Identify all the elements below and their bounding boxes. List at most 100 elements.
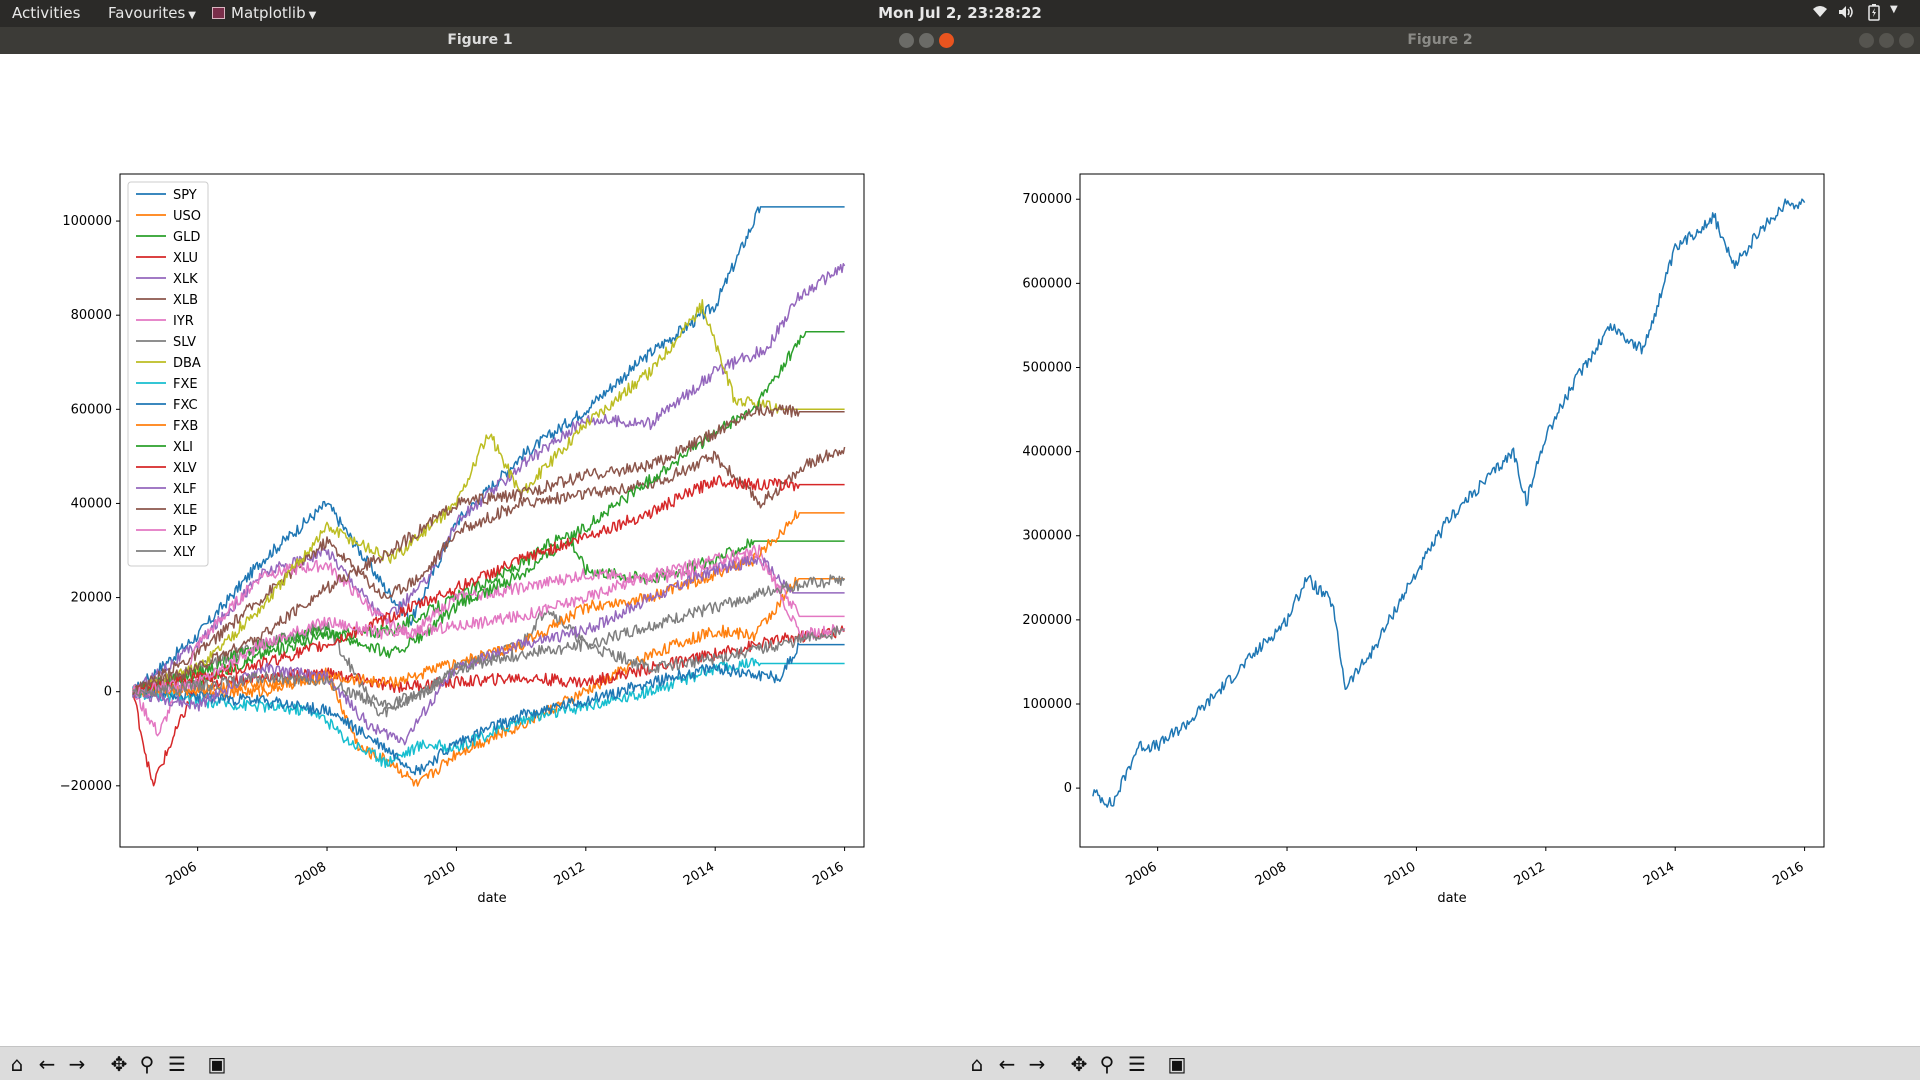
x-tick-label: 2008: [1253, 859, 1289, 889]
pan-icon[interactable]: ✥: [1070, 1052, 1088, 1076]
legend-label: SLV: [173, 335, 196, 350]
home-icon[interactable]: ⌂: [970, 1052, 984, 1076]
legend-label: DBA: [173, 356, 201, 371]
wifi-icon[interactable]: [1812, 4, 1828, 20]
legend-label: USO: [173, 209, 201, 224]
pan-icon[interactable]: ✥: [110, 1052, 128, 1076]
legend-label: XLF: [173, 482, 197, 497]
matplotlib-app-icon: [212, 7, 225, 19]
x-axis-label: date: [477, 891, 506, 906]
figure2-canvas[interactable]: 0 100000 200000 300000 400000 500000 600000 700…: [960, 54, 1920, 1046]
series-line-dba: [132, 299, 845, 695]
legend-label: FXB: [173, 419, 198, 434]
x-tick-label: 2006: [163, 859, 199, 889]
series-line-xle: [132, 404, 845, 696]
configure-subplots-icon[interactable]: ☰: [168, 1052, 186, 1076]
volume-icon[interactable]: [1838, 4, 1856, 20]
activities-button[interactable]: Activities: [12, 4, 81, 22]
minimize-icon[interactable]: [1859, 33, 1874, 48]
close-icon[interactable]: [1899, 33, 1914, 48]
x-tick-label: 2014: [681, 859, 717, 889]
legend-label: FXC: [173, 398, 198, 413]
x-tick-label: 2012: [552, 859, 588, 889]
maximize-icon[interactable]: [919, 33, 934, 48]
back-icon[interactable]: ←: [998, 1052, 1016, 1076]
legend-label: XLK: [173, 272, 198, 287]
y-tick-label: 80000: [71, 308, 112, 323]
figure1-chart: −20000 0 20000 40000 60000 80000 100000 2006 200…: [60, 173, 865, 906]
legend-label: SPY: [173, 188, 197, 203]
axes-frame: [1079, 173, 1825, 848]
legend-label: XLB: [173, 293, 198, 308]
series-line-portfolio: [1092, 198, 1806, 808]
top-bar: Activities Favourites ▼ Matplotlib ▼ Mon J…: [0, 0, 1920, 27]
save-icon[interactable]: ▣: [1167, 1052, 1187, 1076]
series-line-fxe: [132, 657, 845, 769]
y-tick-label: 400000: [1022, 445, 1072, 460]
legend-label: XLE: [173, 503, 197, 518]
app-menu[interactable]: Matplotlib ▼: [212, 4, 316, 22]
legend-label: XLY: [173, 545, 195, 560]
series-line-xlb: [132, 446, 846, 698]
x-tick-label: 2010: [422, 859, 458, 889]
y-tick-label: 60000: [71, 402, 112, 417]
clock[interactable]: Mon Jul 2, 23:28:22: [878, 4, 1042, 22]
minimize-icon[interactable]: [899, 33, 914, 48]
back-icon[interactable]: ←: [38, 1052, 56, 1076]
figure2-toolbar: ⌂ ← → ✥ ⚲ ☰ ▣: [960, 1046, 1920, 1080]
close-icon[interactable]: [939, 33, 954, 48]
chevron-down-icon: ▼: [308, 10, 317, 21]
home-icon[interactable]: ⌂: [10, 1052, 24, 1076]
forward-icon[interactable]: →: [68, 1052, 86, 1076]
figure1-titlebar[interactable]: Figure 1: [0, 27, 960, 54]
y-tick-label: 0: [104, 685, 112, 700]
x-axis-label: date: [1437, 891, 1466, 906]
legend-label: XLI: [173, 440, 193, 455]
power-menu-icon[interactable]: ▼: [1890, 4, 1898, 15]
axes-frame: [119, 173, 865, 848]
y-tick-label: 500000: [1022, 360, 1072, 375]
forward-icon[interactable]: →: [1028, 1052, 1046, 1076]
x-tick-label: 2012: [1512, 859, 1548, 889]
y-tick-label: 0: [1064, 781, 1072, 796]
figure2-titlebar[interactable]: Figure 2: [960, 27, 1920, 54]
save-icon[interactable]: ▣: [207, 1052, 227, 1076]
x-tick-label: 2006: [1123, 859, 1159, 889]
series-line-xlv: [132, 474, 845, 693]
app-menu-label: Matplotlib: [231, 4, 306, 22]
y-tick-label: 600000: [1022, 276, 1072, 291]
y-tick-label: 100000: [62, 214, 112, 229]
y-tick-label: 100000: [1022, 697, 1072, 712]
figure2-title: Figure 2: [1407, 32, 1473, 48]
y-tick-label: 300000: [1022, 529, 1072, 544]
y-tick-label: 40000: [71, 496, 112, 511]
legend-label: XLP: [173, 524, 197, 539]
figure1-canvas[interactable]: −20000 0 20000 40000 60000 80000 100000 2006 200…: [0, 54, 960, 1046]
y-tick-label: 200000: [1022, 613, 1072, 628]
legend-label: XLV: [173, 461, 197, 476]
x-tick-label: 2008: [293, 859, 329, 889]
zoom-icon[interactable]: ⚲: [1099, 1052, 1115, 1076]
chevron-down-icon: ▼: [188, 10, 196, 21]
configure-subplots-icon[interactable]: ☰: [1128, 1052, 1146, 1076]
y-tick-label: −20000: [60, 779, 112, 794]
x-tick-label: 2016: [1770, 859, 1806, 889]
legend-label: IYR: [173, 314, 194, 329]
x-tick-label: 2016: [810, 859, 846, 889]
figure2-chart: 0 100000 200000 300000 400000 500000 600000 700…: [1022, 173, 1825, 906]
maximize-icon[interactable]: [1879, 33, 1894, 48]
legend-label: FXE: [173, 377, 198, 392]
figure1-toolbar: ⌂ ← → ✥ ⚲ ☰ ▣: [0, 1046, 960, 1080]
legend-label: GLD: [173, 230, 200, 245]
favourites-label: Favourites: [108, 4, 186, 22]
favourites-menu[interactable]: Favourites ▼: [108, 4, 196, 22]
zoom-icon[interactable]: ⚲: [139, 1052, 155, 1076]
series-line-xlf: [132, 555, 845, 746]
x-tick-label: 2010: [1382, 859, 1418, 889]
series-line-xlp: [132, 544, 845, 697]
figure1-title: Figure 1: [447, 32, 513, 48]
battery-icon[interactable]: [1868, 4, 1880, 21]
series-line-xly: [132, 574, 846, 710]
y-tick-label: 700000: [1022, 192, 1072, 207]
series-line-xli: [132, 330, 845, 696]
